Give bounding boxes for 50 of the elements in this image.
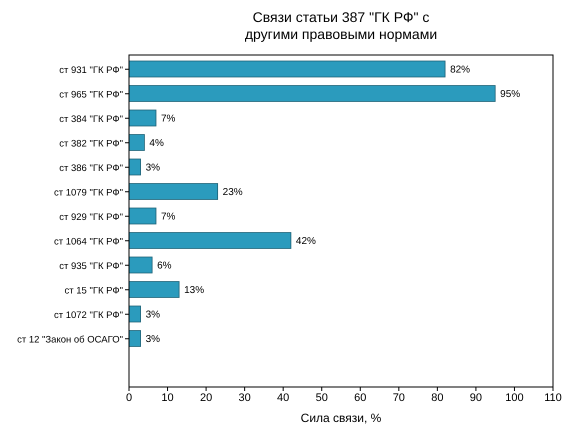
y-tick-label: ст 382 "ГК РФ"	[59, 138, 123, 150]
data-label: 42%	[296, 236, 316, 248]
x-tick-label: 20	[200, 392, 212, 404]
data-label: 82%	[450, 64, 470, 76]
bar	[129, 306, 141, 322]
bar	[129, 183, 218, 200]
x-tick-label: 80	[431, 392, 444, 404]
bar	[129, 256, 153, 274]
y-tick-label: ст 929 "ГК РФ"	[59, 212, 123, 223]
data-label: 6%	[157, 260, 172, 272]
x-tick-label: 10	[161, 392, 174, 404]
y-tick-label: ст 931 "ГК РФ"	[59, 64, 123, 76]
x-tick-label: 60	[354, 392, 366, 404]
y-tick-label: ст 1064 "ГК РФ"	[54, 236, 123, 248]
y-tick-label: ст 1079 "ГК РФ"	[54, 187, 123, 198]
bar	[129, 330, 141, 347]
y-tick-label: ст 12 "Закон об ОСАГО"	[17, 334, 123, 346]
data-label: 4%	[149, 138, 164, 150]
data-label: 3%	[146, 334, 160, 346]
data-label: 7%	[160, 114, 176, 125]
data-label: 3%	[146, 162, 160, 174]
x-axis-title: Сила связи, %	[300, 411, 382, 425]
x-tick-label: 0	[126, 392, 132, 404]
data-label: 95%	[500, 89, 520, 100]
y-tick-label: ст 384 "ГК РФ"	[59, 114, 123, 125]
bar	[129, 281, 180, 298]
x-tick-label: 40	[277, 392, 290, 404]
bar	[129, 134, 145, 151]
bar	[129, 208, 156, 224]
data-label: 13%	[184, 285, 204, 296]
bar	[129, 110, 156, 126]
x-tick-label: 100	[505, 392, 524, 404]
data-label: 3%	[146, 310, 160, 321]
bar	[129, 60, 446, 78]
bar	[129, 232, 292, 249]
x-tick-label: 110	[544, 392, 562, 404]
data-label: 23%	[222, 187, 243, 198]
y-tick-label: ст 965 "ГК РФ"	[59, 89, 123, 100]
y-tick-label: ст 1072 "ГК РФ"	[54, 310, 123, 321]
data-label: 7%	[160, 212, 176, 223]
chart-title: Связи статьи 387 "ГК РФ" с другими правовыми нормами	[244, 9, 438, 42]
y-tick-label: ст 386 "ГК РФ"	[59, 162, 123, 174]
bar	[129, 158, 141, 176]
x-tick-label: 50	[316, 392, 328, 404]
y-tick-label: ст 935 "ГК РФ"	[59, 260, 123, 272]
x-tick-label: 90	[470, 392, 482, 404]
x-tick-label: 70	[392, 392, 405, 404]
x-tick-label: 30	[238, 392, 251, 404]
bar	[129, 85, 496, 102]
y-tick-label: ст 15 "ГК РФ"	[64, 285, 123, 296]
